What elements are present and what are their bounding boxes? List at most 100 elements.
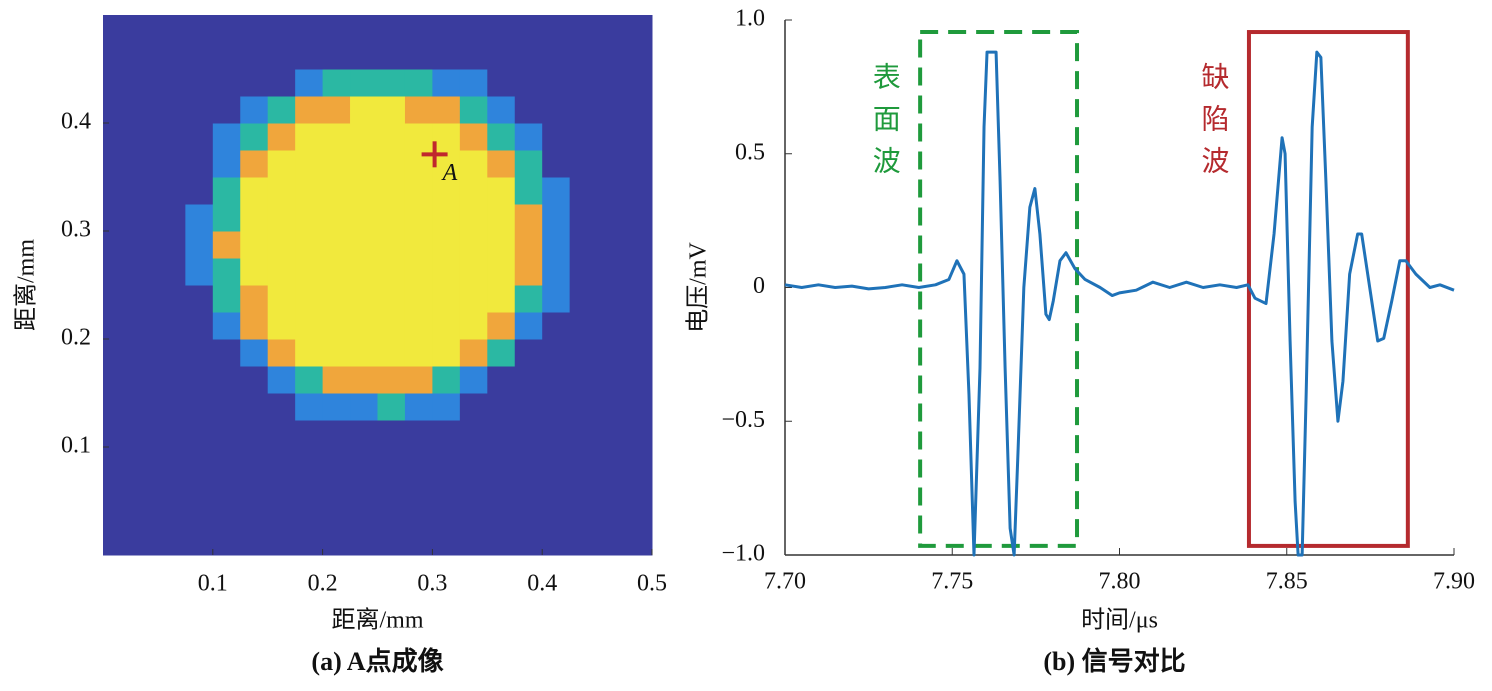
heat-cell [185, 366, 214, 394]
heat-cell [377, 366, 406, 394]
heat-cell [130, 258, 159, 286]
heat-cell [295, 96, 324, 124]
heat-cell [295, 177, 324, 205]
annotation: A [441, 160, 458, 186]
heat-cell [103, 96, 131, 124]
heat-cell [542, 447, 571, 475]
heat-cell [597, 447, 626, 475]
heat-cell [404, 96, 433, 124]
heat-cell [377, 285, 406, 313]
heat-cell [322, 231, 351, 259]
heat-cell [295, 123, 324, 151]
heat-cell [295, 501, 324, 529]
y-tick-label: 0.5 [735, 139, 765, 165]
heat-cell [322, 447, 351, 475]
heat-cell [322, 15, 351, 43]
y-tick-label: −0.5 [721, 407, 765, 433]
heat-cell [597, 474, 626, 502]
heat-cell [295, 474, 324, 502]
heat-cell [322, 123, 351, 151]
heat-cell [514, 42, 543, 70]
heat-cell [103, 69, 131, 97]
heat-cell [212, 231, 241, 259]
heat-cell [267, 204, 296, 232]
heat-cell [487, 69, 516, 97]
heat-cell [624, 204, 653, 232]
heat-cell [432, 366, 461, 394]
heat-cell [459, 528, 488, 556]
heat-cell [542, 528, 571, 556]
heat-cell [185, 285, 214, 313]
heat-cell [267, 42, 296, 70]
heat-cell [240, 339, 269, 367]
heat-cell [459, 123, 488, 151]
heat-cell [569, 474, 598, 502]
heat-cell [569, 285, 598, 313]
heat-cell [597, 420, 626, 448]
heat-cell [514, 231, 543, 259]
heat-cell [350, 258, 378, 286]
y-tick-label: 0.1 [61, 433, 91, 459]
heat-cell [542, 231, 571, 259]
heat-cell [185, 123, 214, 151]
heat-cell [267, 339, 296, 367]
heat-cell [597, 528, 626, 556]
caption: (a) A点成像 [311, 646, 444, 676]
heat-cell [487, 258, 516, 286]
heat-cell [350, 285, 378, 313]
heat-cell [459, 258, 488, 286]
heat-cell [597, 42, 626, 70]
heat-cell [404, 420, 433, 448]
heat-cell [322, 42, 351, 70]
heat-cell [404, 474, 433, 502]
heat-cell [185, 96, 214, 124]
heat-cell [130, 447, 159, 475]
heat-cell [377, 339, 406, 367]
heat-cell [597, 312, 626, 340]
heat-cell [267, 420, 296, 448]
heat-cell [157, 258, 186, 286]
heat-cell [185, 150, 214, 178]
heat-cell [240, 96, 269, 124]
heat-cell [103, 366, 131, 394]
heat-cell [212, 393, 241, 421]
heat-cell [597, 366, 626, 394]
heat-cell [130, 420, 159, 448]
y-tick-label: 1.0 [735, 6, 765, 32]
heat-cell [295, 420, 324, 448]
heat-cell [487, 528, 516, 556]
heat-cell [185, 474, 214, 502]
heat-cell [130, 528, 159, 556]
heat-cell [103, 150, 131, 178]
heat-cell [597, 123, 626, 151]
heat-cell [295, 231, 324, 259]
heat-cell [459, 177, 488, 205]
heat-cell [350, 447, 378, 475]
heat-cell [404, 528, 433, 556]
heat-cell [542, 474, 571, 502]
heat-cell [377, 258, 406, 286]
x-tick-label: 0.4 [527, 571, 557, 597]
heat-cell [597, 339, 626, 367]
heat-cell [322, 69, 351, 97]
heat-cell [377, 204, 406, 232]
heat-cell [597, 285, 626, 313]
heat-cell [487, 204, 516, 232]
heat-cell [350, 339, 378, 367]
heat-cell [103, 420, 131, 448]
heat-cell [295, 366, 324, 394]
heat-cell [212, 15, 241, 43]
heat-cell [130, 69, 159, 97]
heat-cell [130, 474, 159, 502]
heat-cell [240, 285, 269, 313]
heat-cell [212, 258, 241, 286]
heat-cell [487, 366, 516, 394]
heat-cell [295, 528, 324, 556]
heat-cell [624, 285, 653, 313]
heat-cell [459, 150, 488, 178]
heat-cell [212, 285, 241, 313]
heat-cell [432, 15, 461, 43]
heat-cell [377, 96, 406, 124]
heat-cell [514, 501, 543, 529]
heat-cell [185, 393, 214, 421]
